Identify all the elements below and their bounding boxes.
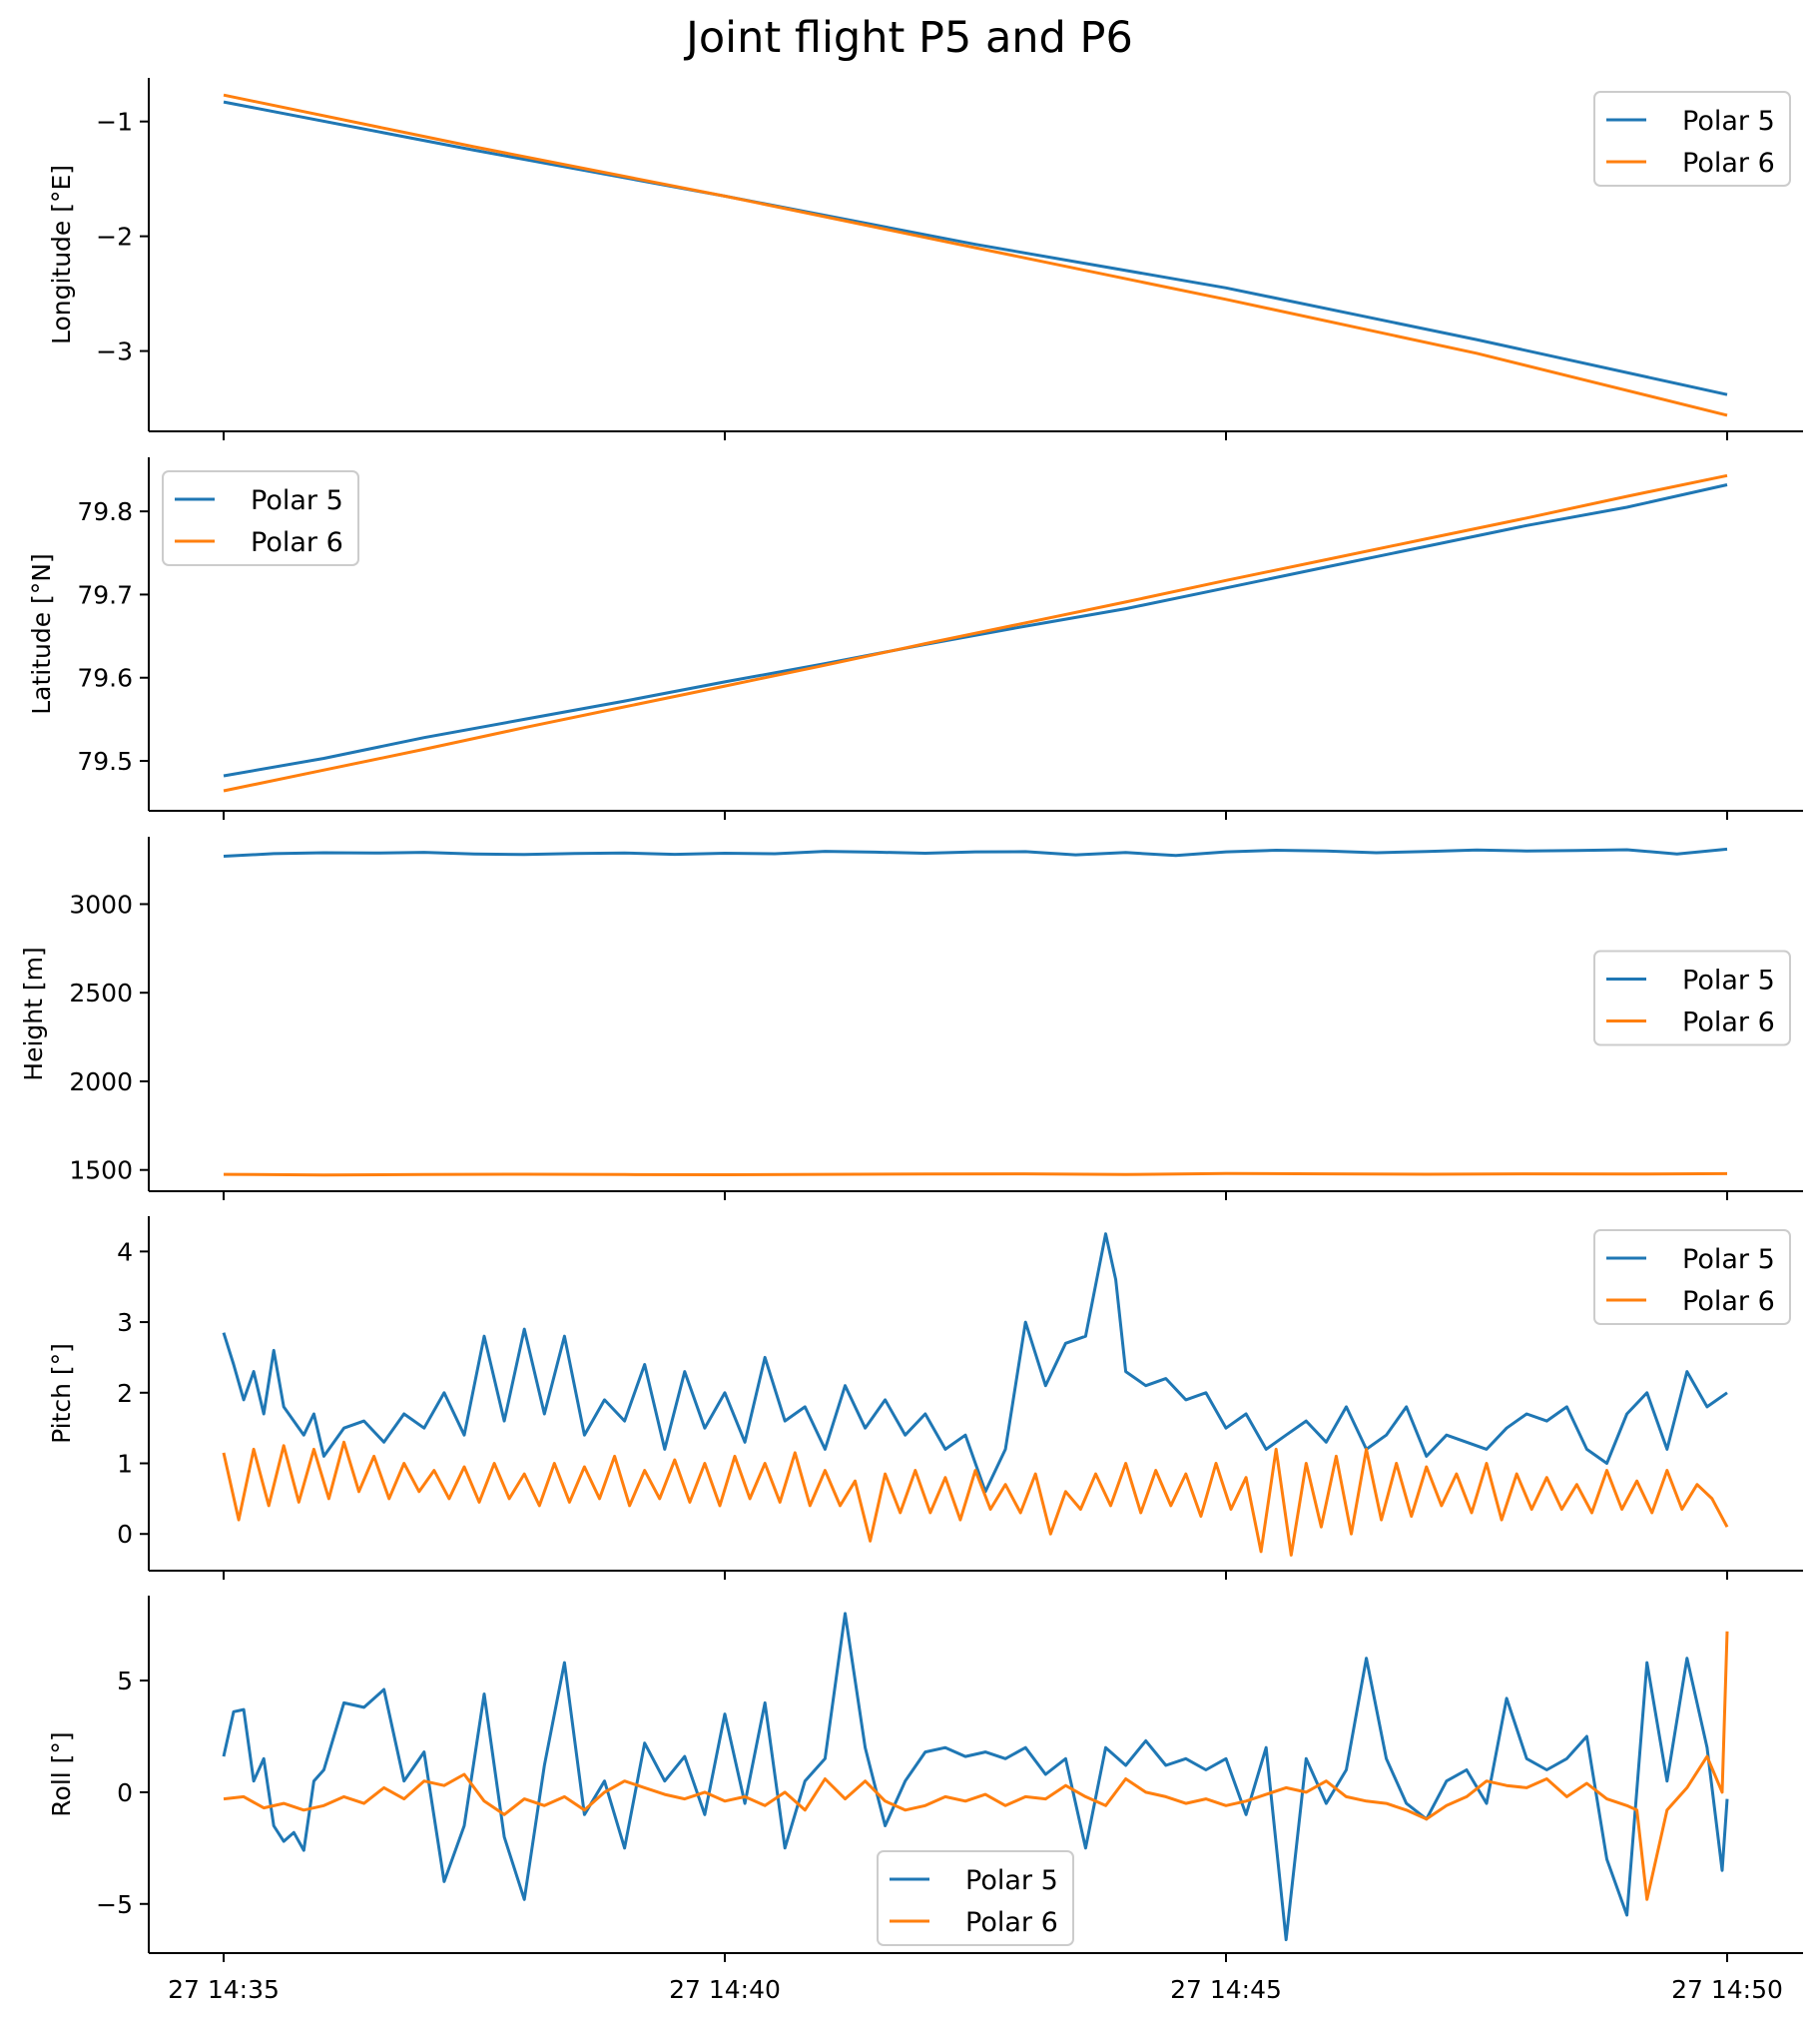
- legend-label: Polar 6: [965, 1907, 1058, 1938]
- y-tick-label: 79.5: [77, 747, 133, 776]
- legend-label: Polar 6: [251, 527, 343, 558]
- shared-x-axis: 27 14:35 27 14:40 27 14:45 27 14:50: [168, 1975, 1783, 2004]
- y-tick-label: −3: [96, 337, 133, 366]
- panel-3: 1500 2000 2500 3000 Height [m] Polar 5 Polar 6: [19, 837, 1803, 1200]
- y-tick-label: 3000: [69, 890, 133, 919]
- y-tick-label: −5: [96, 1890, 133, 1919]
- y-tick-label: 1: [117, 1450, 133, 1479]
- legend: Polar 5 Polar 6: [1593, 950, 1791, 1046]
- series-line-polar-5: [223, 847, 1728, 858]
- legend-label: Polar 6: [1682, 148, 1775, 179]
- y-tick-label: 79.8: [77, 497, 133, 526]
- y-axis-label: Pitch [°]: [47, 1343, 76, 1444]
- panel-1: −3 −2 −1 Longitude [°E] Polar 5 Polar 6: [47, 78, 1803, 440]
- series-line-polar-5: [223, 100, 1728, 396]
- y-tick-label: −2: [96, 223, 133, 252]
- y-tick-label: 0: [117, 1778, 133, 1807]
- legend: Polar 5 Polar 6: [162, 470, 359, 566]
- legend-label: Polar 5: [251, 485, 343, 516]
- x-tick-label: 27 14:40: [669, 1975, 781, 2004]
- panel-4: 0 1 2 3 4 Pitch [°] Polar 5 Polar 6: [47, 1216, 1803, 1580]
- x-tick-label: 27 14:35: [168, 1975, 280, 2004]
- x-tick-label: 27 14:45: [1170, 1975, 1282, 2004]
- y-tick-label: 1500: [69, 1156, 133, 1185]
- legend-label: Polar 6: [1682, 1008, 1775, 1038]
- panel-5: −5 0 5 Roll [°] Polar 5 Polar 6: [47, 1596, 1803, 1962]
- series-line-polar-6: [222, 1440, 1729, 1557]
- y-tick-label: 3: [117, 1308, 133, 1337]
- legend-label: Polar 5: [1682, 1244, 1775, 1275]
- y-tick-label: 2: [117, 1379, 133, 1408]
- y-tick-label: 2500: [69, 979, 133, 1008]
- panels: −3 −2 −1 Longitude [°E] Polar 5 Polar 6 79.5 79…: [19, 78, 1803, 1962]
- legend-label: Polar 5: [1682, 106, 1775, 137]
- y-axis-label: Latitude [°N]: [27, 553, 56, 715]
- series-line-polar-6: [223, 1631, 1729, 1901]
- series-line-polar-5: [222, 1232, 1728, 1494]
- series-line-polar-6: [223, 473, 1728, 793]
- series-line-polar-5: [223, 483, 1728, 778]
- y-tick-label: 79.6: [77, 664, 133, 693]
- legend: Polar 5 Polar 6: [877, 1850, 1074, 1946]
- legend-label: Polar 5: [965, 1865, 1058, 1896]
- y-tick-label: 5: [117, 1667, 133, 1695]
- y-tick-label: 79.7: [77, 580, 133, 609]
- legend-label: Polar 5: [1682, 966, 1775, 997]
- series-line-polar-6: [223, 93, 1728, 417]
- legend: Polar 5 Polar 6: [1593, 1229, 1791, 1325]
- x-tick-label: 27 14:50: [1671, 1975, 1783, 2004]
- y-tick-label: 2000: [69, 1067, 133, 1096]
- y-axis-label: Roll [°]: [47, 1731, 76, 1816]
- series-line-polar-5: [222, 1612, 1729, 1942]
- series-line-polar-6: [223, 1171, 1728, 1177]
- y-tick-label: 0: [117, 1520, 133, 1549]
- legend-label: Polar 6: [1682, 1286, 1775, 1317]
- y-axis-label: Longitude [°E]: [47, 165, 76, 344]
- y-tick-label: 4: [117, 1237, 133, 1266]
- y-axis-label: Height [m]: [19, 947, 48, 1080]
- legend: Polar 5 Polar 6: [1593, 91, 1791, 187]
- y-tick-label: −1: [96, 108, 133, 137]
- figure-title: Joint flight P5 and P6: [683, 13, 1133, 63]
